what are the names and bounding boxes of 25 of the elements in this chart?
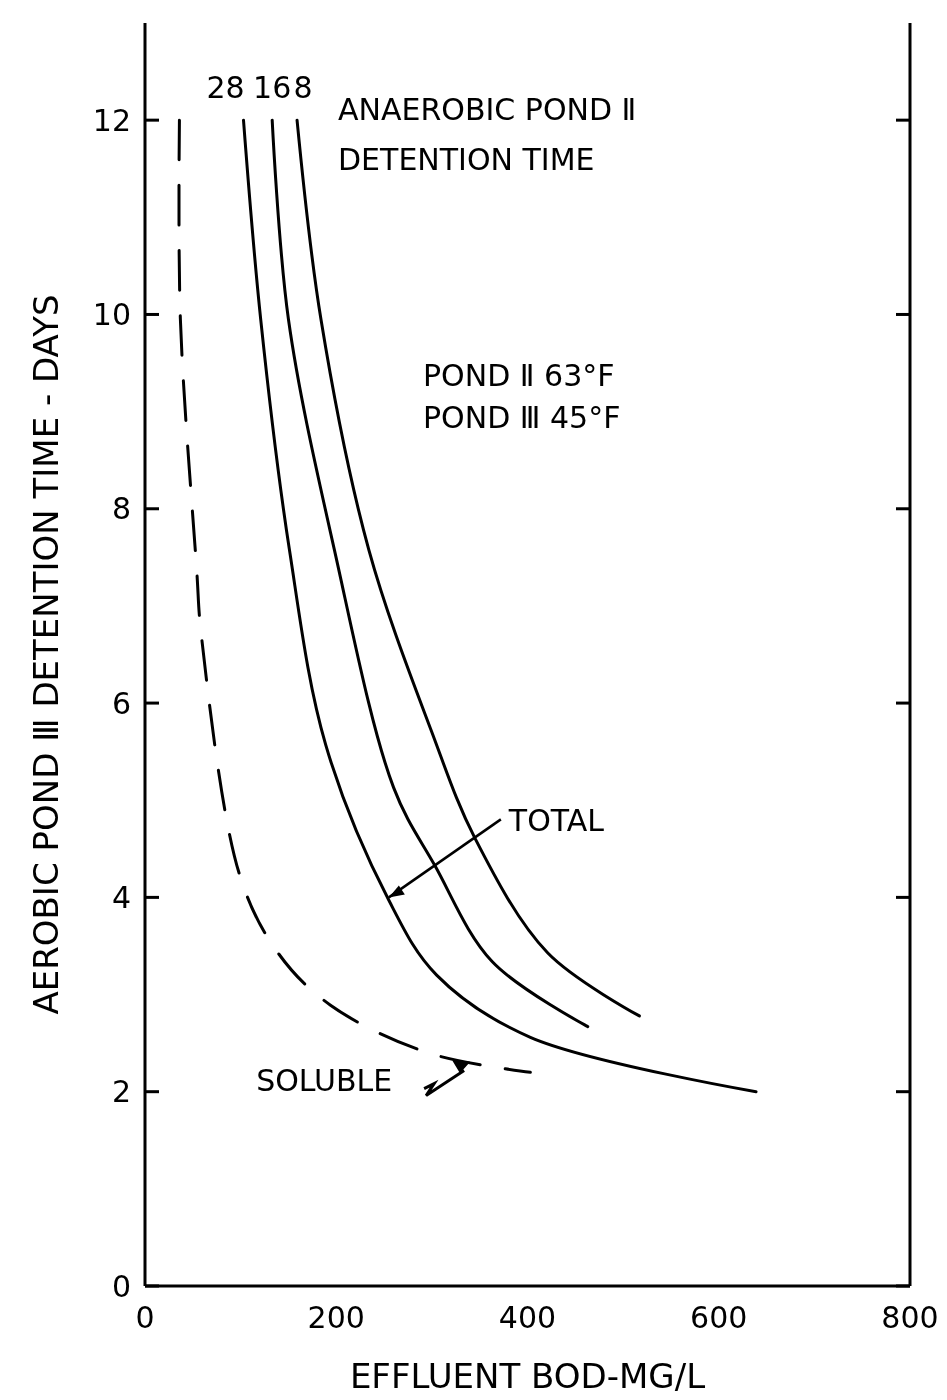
x-tick-label: 600 [690,1300,748,1335]
annotation: POND Ⅲ 45°F [423,400,621,435]
x-axis-title: EFFLUENT BOD-MG/L [349,1356,706,1396]
annotation: POND Ⅱ 63°F [423,358,615,393]
annotation: DETENTION TIME [338,142,595,177]
y-tick-label: 0 [111,1268,131,1304]
annotation: TOTAL [507,803,605,839]
y-tick-label: 6 [111,685,131,721]
y-tick-label: 8 [111,491,131,527]
y-tick-label: 10 [92,296,131,332]
annotation: SOLUBLE [256,1062,393,1098]
x-tick-label: 200 [307,1300,365,1335]
annotation: ANAEROBIC POND Ⅱ [338,92,637,127]
x-tick-label: 800 [881,1300,939,1335]
series-label: 28 [206,70,245,106]
x-tick-label: 0 [135,1300,155,1335]
series-label: 16 [253,70,292,106]
series-label: 8 [293,70,313,106]
y-tick-label: 12 [92,102,131,138]
line-series [295,118,641,1018]
y-tick-label: 2 [111,1074,131,1110]
x-tick-label: 400 [498,1300,557,1335]
y-tick-label: 4 [111,879,131,915]
y-axis-title: AEROBIC POND Ⅲ DETENTION TIME - DAYS [26,294,66,1015]
line-series [241,118,758,1094]
